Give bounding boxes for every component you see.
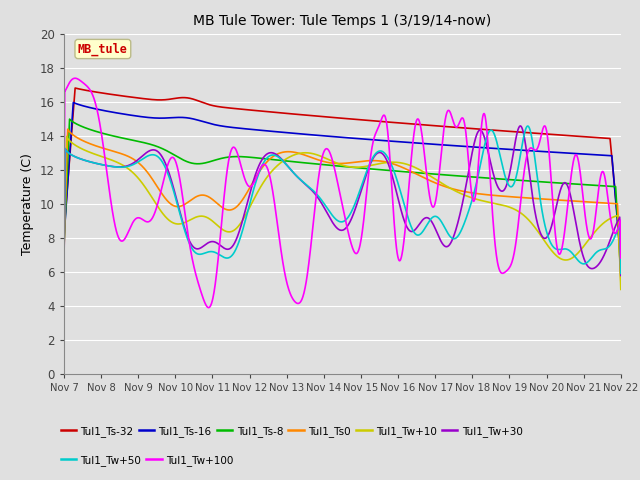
- Legend: Tul1_Tw+50, Tul1_Tw+100: Tul1_Tw+50, Tul1_Tw+100: [56, 451, 238, 470]
- Text: MB_tule: MB_tule: [78, 42, 128, 56]
- Y-axis label: Temperature (C): Temperature (C): [21, 153, 35, 255]
- Title: MB Tule Tower: Tule Temps 1 (3/19/14-now): MB Tule Tower: Tule Temps 1 (3/19/14-now…: [193, 14, 492, 28]
- Legend: Tul1_Ts-32, Tul1_Ts-16, Tul1_Ts-8, Tul1_Ts0, Tul1_Tw+10, Tul1_Tw+30: Tul1_Ts-32, Tul1_Ts-16, Tul1_Ts-8, Tul1_…: [56, 422, 527, 441]
